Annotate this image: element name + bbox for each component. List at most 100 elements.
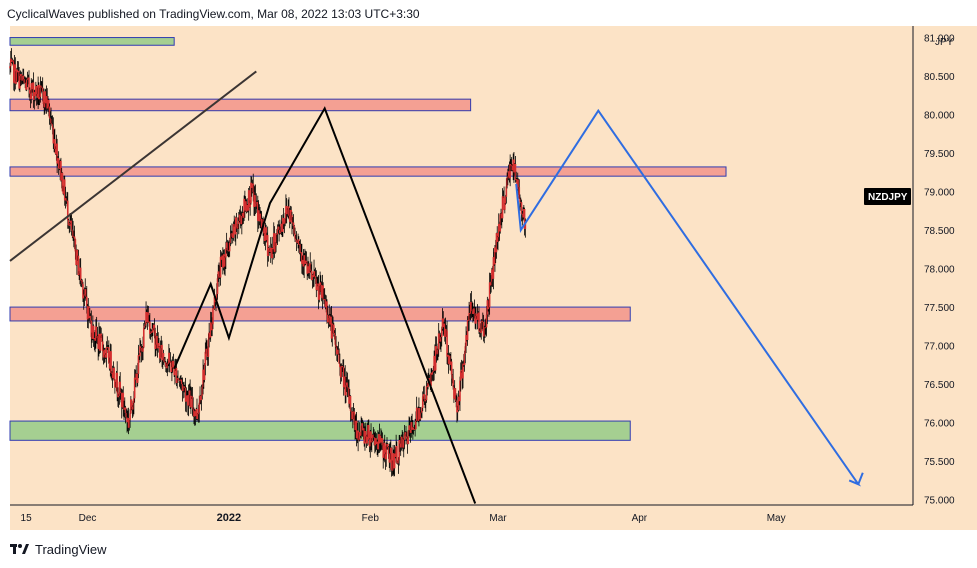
candle-body <box>39 85 42 97</box>
candle-body <box>305 260 308 263</box>
candle <box>375 433 378 450</box>
candle-body <box>357 430 359 440</box>
candle-body <box>51 124 54 128</box>
candle-body <box>72 230 74 238</box>
candle <box>334 328 337 356</box>
candle-body <box>26 78 29 80</box>
candle-body <box>110 351 112 374</box>
candle-body <box>334 335 337 345</box>
candle-body <box>274 246 277 252</box>
candle-body <box>420 412 423 414</box>
candle <box>82 281 84 303</box>
candle-body <box>225 247 227 258</box>
candle-body <box>192 408 194 410</box>
candle <box>352 407 354 429</box>
candle <box>239 205 242 229</box>
candle-body <box>237 220 240 224</box>
candle-body <box>481 320 484 322</box>
candle-body <box>397 459 400 464</box>
candle-body <box>19 76 21 89</box>
candle <box>412 426 415 435</box>
candle-body <box>239 214 242 219</box>
candle-body <box>401 436 404 439</box>
candle <box>92 324 95 347</box>
candle-body <box>177 378 180 380</box>
candle-body <box>385 445 388 460</box>
candle <box>61 172 64 192</box>
candle-body <box>309 263 312 270</box>
candle-body <box>316 283 318 291</box>
candle-body <box>218 271 220 277</box>
candle-body <box>402 439 405 448</box>
time-tick-label: May <box>767 513 786 524</box>
price-axis-panel[interactable] <box>913 26 977 505</box>
candle-body <box>510 164 512 166</box>
candle-body <box>171 366 173 372</box>
candle <box>283 222 286 234</box>
candle-body <box>451 374 454 379</box>
candle-body <box>488 307 490 310</box>
candle <box>105 341 108 368</box>
candle-body <box>38 84 40 100</box>
candle <box>483 325 486 344</box>
candle <box>504 203 506 214</box>
candle <box>463 350 466 372</box>
price-tick-label: 75.000 <box>924 496 955 507</box>
candle-body <box>367 424 370 440</box>
candle <box>108 340 110 364</box>
candle-body <box>519 198 521 203</box>
candle-body <box>478 312 480 331</box>
candle-body <box>314 271 316 276</box>
candle <box>20 71 23 86</box>
candle-body <box>73 236 76 240</box>
candle-body <box>227 250 229 251</box>
time-axis-panel[interactable] <box>10 505 913 530</box>
candle <box>119 372 122 400</box>
candle <box>110 344 112 379</box>
candle-body <box>301 252 303 264</box>
candle <box>419 407 422 422</box>
candle-body <box>415 407 418 421</box>
candle-body <box>349 395 352 411</box>
candle-body <box>265 227 267 241</box>
candle-body <box>389 453 391 463</box>
candle-body <box>464 346 467 354</box>
candle <box>282 207 285 230</box>
candle <box>182 382 185 399</box>
candle-body <box>386 444 389 447</box>
candle <box>337 341 340 355</box>
candle <box>393 445 396 477</box>
candle-body <box>66 200 69 221</box>
candle-body <box>95 326 98 337</box>
footer-brand[interactable]: TradingView <box>10 538 107 560</box>
candle <box>191 386 194 416</box>
candle-body <box>478 330 481 332</box>
candle <box>425 380 428 403</box>
time-tick-label: Apr <box>632 513 648 524</box>
candle-body <box>116 372 118 393</box>
candle <box>184 377 187 412</box>
candle <box>206 340 208 361</box>
candle-body <box>290 209 293 216</box>
candle-body <box>405 432 407 437</box>
candle <box>435 336 438 363</box>
candle <box>39 76 42 103</box>
candle-body <box>184 386 186 388</box>
candle-body <box>174 364 176 376</box>
candle-body <box>198 402 201 413</box>
candle-body <box>113 367 115 380</box>
candle-body <box>153 324 156 331</box>
candle <box>54 128 56 153</box>
candle-body <box>79 267 82 281</box>
candle-body <box>492 257 495 279</box>
time-tick-label: Feb <box>362 513 380 524</box>
symbol-badge[interactable]: NZDJPY <box>864 188 911 205</box>
candle-body <box>99 333 102 351</box>
candle <box>456 393 458 423</box>
candle <box>125 409 128 419</box>
candle <box>405 425 407 445</box>
candle-body <box>335 344 337 348</box>
candle-body <box>497 237 499 242</box>
candle-body <box>288 206 290 216</box>
